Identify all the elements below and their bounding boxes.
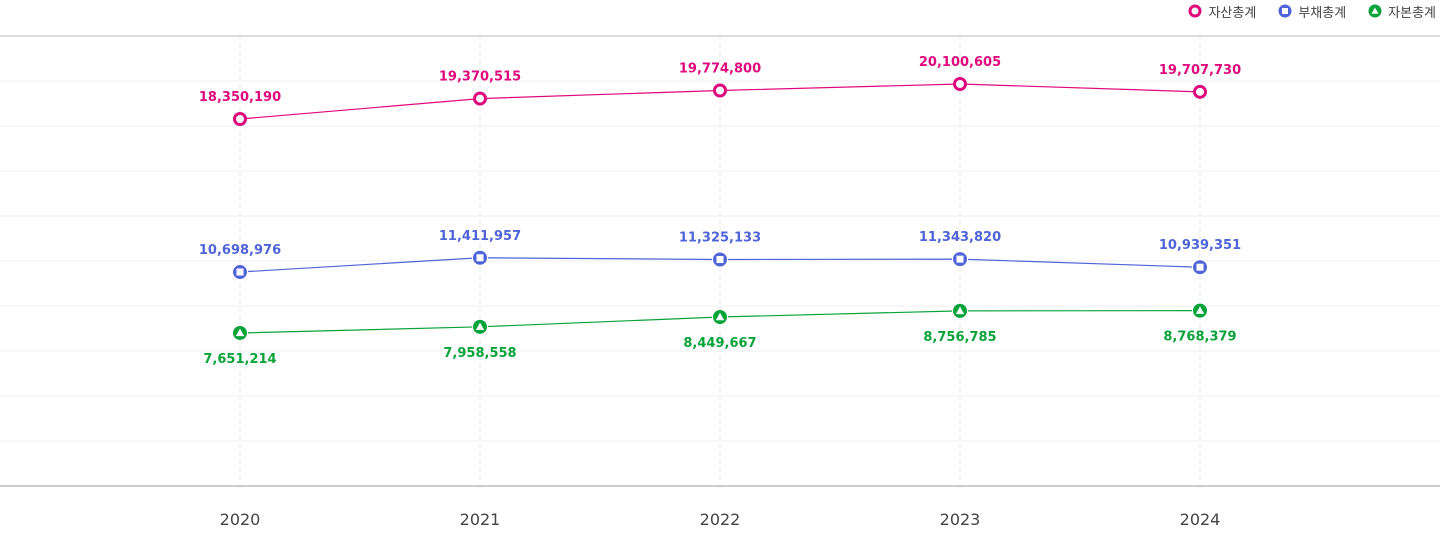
data-point-square-inner bbox=[716, 255, 724, 263]
data-point-circle bbox=[233, 111, 247, 126]
data-label: 11,343,820 bbox=[919, 230, 1001, 245]
data-label: 19,707,730 bbox=[1159, 63, 1241, 78]
data-point-square-inner bbox=[476, 254, 484, 262]
data-label: 8,449,667 bbox=[683, 336, 756, 351]
data-point-circle bbox=[953, 76, 967, 91]
data-point-triangle-inner bbox=[1195, 306, 1205, 314]
circle-marker-icon bbox=[1188, 4, 1202, 18]
data-point-triangle-inner bbox=[955, 306, 965, 315]
data-point-square-inner bbox=[956, 255, 964, 263]
data-label: 18,350,190 bbox=[199, 90, 281, 105]
data-point-triangle-inner bbox=[235, 328, 245, 337]
data-label: 7,958,558 bbox=[443, 346, 516, 361]
square-marker-icon bbox=[1278, 4, 1292, 18]
legend-item-equity[interactable]: 자본총계 bbox=[1368, 2, 1436, 21]
data-label: 7,651,214 bbox=[203, 352, 276, 367]
data-label: 10,939,351 bbox=[1159, 238, 1241, 253]
data-label: 11,325,133 bbox=[679, 230, 761, 245]
data-point-triangle-inner bbox=[715, 312, 725, 321]
data-label: 8,768,379 bbox=[1163, 330, 1236, 345]
data-point-circle bbox=[1193, 84, 1207, 99]
data-point-square-inner bbox=[236, 268, 244, 276]
x-tick-label: 2023 bbox=[940, 510, 981, 529]
legend-label-liabilities: 부채총계 bbox=[1298, 5, 1347, 21]
x-tick-label: 2020 bbox=[220, 510, 261, 529]
data-label: 11,411,957 bbox=[439, 229, 521, 244]
data-label: 19,370,515 bbox=[439, 70, 521, 85]
legend-label-equity: 자본총계 bbox=[1388, 5, 1436, 21]
data-label: 20,100,605 bbox=[919, 55, 1001, 70]
x-tick-label: 2021 bbox=[460, 510, 501, 529]
data-point-circle bbox=[713, 83, 727, 98]
chart-legend: 자산총계 부채총계 자본총계 bbox=[1188, 0, 1440, 22]
data-point-square-inner bbox=[1196, 263, 1204, 271]
legend-item-assets[interactable]: 자산총계 bbox=[1188, 2, 1256, 21]
legend-item-liabilities[interactable]: 부채총계 bbox=[1278, 2, 1346, 21]
triangle-marker-icon bbox=[1368, 4, 1382, 18]
x-tick-label: 2024 bbox=[1180, 510, 1221, 529]
data-label: 8,756,785 bbox=[923, 330, 996, 345]
data-label: 10,698,976 bbox=[199, 243, 281, 258]
data-point-triangle-inner bbox=[475, 322, 485, 331]
data-label: 19,774,800 bbox=[679, 62, 761, 77]
x-tick-label: 2022 bbox=[700, 510, 741, 529]
legend-label-assets: 자산총계 bbox=[1208, 5, 1257, 21]
data-point-circle bbox=[473, 91, 487, 106]
